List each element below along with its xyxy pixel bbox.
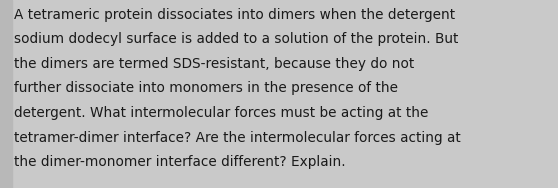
Text: sodium dodecyl surface is added to a solution of the protein. But: sodium dodecyl surface is added to a sol… bbox=[14, 32, 458, 46]
Text: detergent. What intermolecular forces must be acting at the: detergent. What intermolecular forces mu… bbox=[14, 106, 429, 120]
Text: tetramer-dimer interface? Are the intermolecular forces acting at: tetramer-dimer interface? Are the interm… bbox=[14, 131, 461, 145]
Text: the dimer-monomer interface different? Explain.: the dimer-monomer interface different? E… bbox=[14, 155, 345, 169]
Text: A tetrameric protein dissociates into dimers when the detergent: A tetrameric protein dissociates into di… bbox=[14, 8, 455, 21]
Bar bbox=[0, 0, 12, 188]
Text: further dissociate into monomers in the presence of the: further dissociate into monomers in the … bbox=[14, 81, 398, 95]
Text: the dimers are termed SDS-resistant, because they do not: the dimers are termed SDS-resistant, bec… bbox=[14, 57, 414, 71]
